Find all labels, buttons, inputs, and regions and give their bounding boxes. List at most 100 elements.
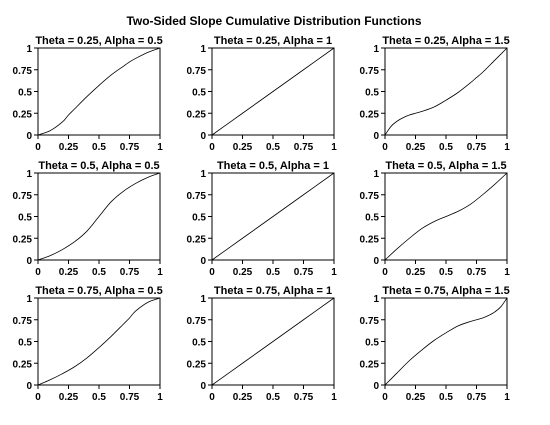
x-tick-label: 0.5 [439,267,453,278]
x-tick-label: 0.25 [59,142,79,153]
cdf-curve [211,297,335,386]
x-tick-label: 0.25 [233,392,253,403]
x-tick-label: 0.25 [406,142,426,153]
x-tick-label: 1 [331,267,337,278]
x-tick-label: 1 [157,267,163,278]
y-tick-label: 0.5 [192,338,206,349]
x-tick-label: 0.75 [467,267,487,278]
x-tick-label: 0 [382,267,388,278]
y-tick-label: 0.25 [187,359,207,370]
x-tick-label: 0.5 [439,142,453,153]
panel-title: Theta = 0.5, Alpha = 0.5 [38,160,159,172]
y-tick-label: 0.75 [187,66,207,77]
panel-title: Theta = 0.75, Alpha = 1.5 [382,285,509,297]
y-tick-label: 0.5 [365,88,379,99]
x-tick-label: 0.75 [467,392,487,403]
y-tick-label: 1 [26,294,32,305]
x-tick-label: 0.5 [266,392,280,403]
y-tick-label: 0 [200,256,206,267]
cdf-curve [211,47,335,136]
cdf-panel: Theta = 0.75, Alpha = 1.5 0 0.25 0.5 0.75 1 0 0… [360,285,511,403]
y-tick-label: 0.5 [192,213,206,224]
x-tick-label: 0.25 [233,142,253,153]
cdf-panel: Theta = 0.75, Alpha = 0.5 0 0.25 0.5 0.75 1 0 0… [13,285,164,403]
x-tick-label: 0.25 [406,267,426,278]
y-tick-label: 0.75 [360,66,380,77]
y-tick-label: 0.25 [13,359,33,370]
x-tick-label: 0.25 [59,267,79,278]
y-tick-label: 0.5 [192,88,206,99]
y-tick-label: 0 [26,381,32,392]
x-tick-label: 1 [504,392,510,403]
x-tick-label: 0.75 [120,392,140,403]
x-tick-label: 1 [504,142,510,153]
x-tick-label: 1 [331,392,337,403]
y-tick-label: 0.25 [13,109,33,120]
cdf-curve [211,172,335,261]
x-tick-label: 0.25 [233,267,253,278]
cdf-curve [37,297,161,386]
x-tick-label: 0 [209,392,215,403]
x-tick-label: 0.75 [467,142,487,153]
cdf-panel: Theta = 0.25, Alpha = 1 0 0.25 0.5 0.75 1 0 0.2… [187,35,338,153]
y-tick-label: 1 [200,169,206,180]
y-tick-label: 0.75 [13,66,33,77]
y-tick-label: 1 [373,169,379,180]
y-tick-label: 0.75 [13,316,33,327]
y-tick-label: 0.75 [13,191,33,202]
y-tick-label: 0 [373,381,379,392]
panel-title: Theta = 0.5, Alpha = 1 [217,160,329,172]
y-tick-label: 1 [26,44,32,55]
y-tick-label: 0.25 [360,234,380,245]
cdf-panel: Theta = 0.5, Alpha = 1.5 0 0.25 0.5 0.75 1 0 0.… [360,160,511,278]
y-tick-label: 0.25 [360,359,380,370]
x-tick-label: 1 [331,142,337,153]
y-tick-label: 0 [200,131,206,142]
y-tick-label: 0.5 [365,213,379,224]
y-tick-label: 0.25 [187,109,207,120]
cdf-curve [384,172,508,261]
y-tick-label: 0.5 [18,213,32,224]
x-tick-label: 1 [157,392,163,403]
cdf-curve [37,47,161,136]
x-tick-label: 0.5 [92,142,106,153]
x-tick-label: 0.5 [266,267,280,278]
plot-frame [384,47,508,136]
y-tick-label: 0.75 [187,191,207,202]
x-tick-label: 0.5 [92,267,106,278]
panel-title: Theta = 0.75, Alpha = 1 [214,285,332,297]
panel-title: Theta = 0.25, Alpha = 1.5 [382,35,509,47]
x-tick-label: 0.75 [120,267,140,278]
panel-title: Theta = 0.25, Alpha = 1 [214,35,332,47]
cdf-panel: Theta = 0.25, Alpha = 1.5 0 0.25 0.5 0.75 1 0 0… [360,35,511,153]
x-tick-label: 1 [504,267,510,278]
x-tick-label: 0 [35,142,41,153]
plot-frame [384,297,508,386]
y-tick-label: 0.5 [365,338,379,349]
x-tick-label: 0 [209,142,215,153]
y-tick-label: 0.5 [18,88,32,99]
x-tick-label: 0.75 [294,142,314,153]
x-tick-label: 0 [35,267,41,278]
panel-grid: Theta = 0.25, Alpha = 0.50 0.25 0.5 0.75 100… [13,35,511,403]
y-tick-label: 0 [200,381,206,392]
x-tick-label: 1 [157,142,163,153]
y-tick-label: 0 [373,131,379,142]
cdf-curve [384,297,508,386]
y-tick-label: 1 [200,294,206,305]
panel-title: Theta = 0.75, Alpha = 0.5 [35,285,162,297]
x-tick-label: 0.75 [294,392,314,403]
x-tick-label: 0.5 [266,142,280,153]
y-tick-label: 0.25 [13,234,33,245]
y-tick-label: 1 [26,169,32,180]
y-tick-label: 0 [373,256,379,267]
y-tick-label: 1 [373,44,379,55]
y-tick-label: 1 [200,44,206,55]
x-tick-label: 0.5 [439,392,453,403]
cdf-panel: Theta = 0.5, Alpha = 1 0 0.25 0.5 0.75 1 0 0.25… [187,160,338,278]
y-tick-label: 0.75 [360,316,380,327]
x-tick-label: 0.75 [120,142,140,153]
cdf-curve [37,172,161,261]
y-tick-label: 0.75 [360,191,380,202]
